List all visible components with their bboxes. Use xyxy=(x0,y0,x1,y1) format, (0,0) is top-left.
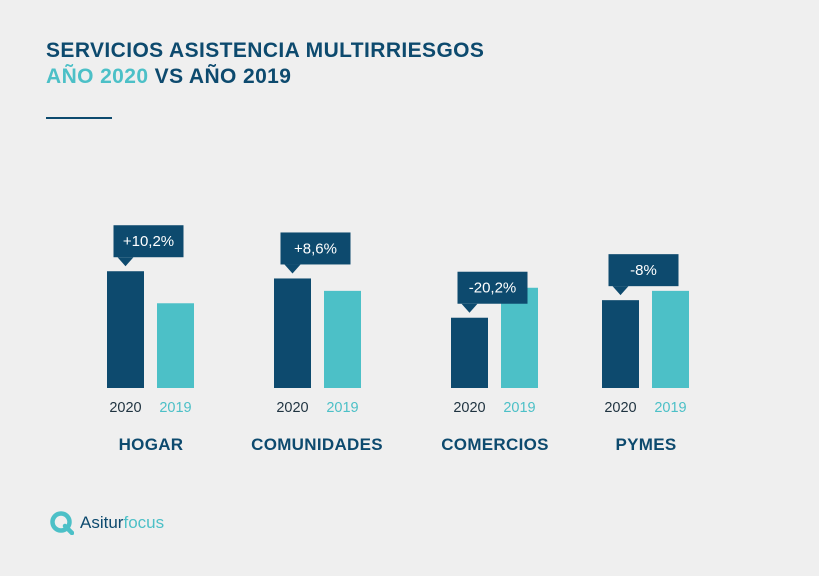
change-callout-pointer-comercios xyxy=(461,303,478,313)
change-label-comercios: -20,2% xyxy=(469,280,517,297)
title-underline xyxy=(46,117,112,119)
bar-chart: 2020 2019 +10,2% HOGAR 2020 2019 +8,6% COMUNIDA… xyxy=(107,225,689,454)
bar-2019-comunidades xyxy=(324,290,361,388)
brand-name-asitur: Asitur xyxy=(80,513,124,532)
change-label-pymes: -8% xyxy=(630,262,657,279)
bar-2020-comercios xyxy=(451,317,488,388)
change-callout-comunidades xyxy=(280,232,351,265)
change-callout-pointer-hogar xyxy=(117,257,134,267)
brand-logo: Asiturfocus xyxy=(50,510,164,536)
bar-label-2020-comercios: 2020 xyxy=(453,400,485,416)
change-callout-pointer-pymes xyxy=(612,286,629,296)
change-label-comunidades: +8,6% xyxy=(294,240,337,257)
change-callout-pymes xyxy=(608,254,679,287)
chart-title: SERVICIOS ASISTENCIA MULTIRRIESGOS AÑO 2… xyxy=(46,38,484,90)
change-callout-comercios xyxy=(457,271,528,304)
bar-label-2019-comercios: 2019 xyxy=(503,400,535,416)
category-label-hogar: HOGAR xyxy=(119,435,184,454)
bar-label-2020-hogar: 2020 xyxy=(109,400,141,416)
bar-2019-comercios xyxy=(501,287,538,388)
bar-2020-pymes xyxy=(602,300,639,388)
bar-2020-hogar xyxy=(107,271,144,388)
category-label-comunidades: COMUNIDADES xyxy=(251,435,383,454)
bar-2019-pymes xyxy=(652,290,689,388)
asitur-logo-icon xyxy=(50,511,74,535)
title-line-1: SERVICIOS ASISTENCIA MULTIRRIESGOS xyxy=(46,39,485,62)
bar-label-2019-pymes: 2019 xyxy=(654,400,686,416)
change-label-hogar: +10,2% xyxy=(123,233,174,250)
change-callout-pointer-comunidades xyxy=(284,264,301,274)
title-line-2: AÑO 2020 VS AÑO 2019 xyxy=(46,64,484,90)
bar-2019-hogar xyxy=(157,303,194,388)
bar-label-2020-comunidades: 2020 xyxy=(276,400,308,416)
bar-label-2019-hogar: 2019 xyxy=(159,400,191,416)
bar-label-2020-pymes: 2020 xyxy=(604,400,636,416)
brand-name-focus: focus xyxy=(123,513,165,532)
bar-label-2019-comunidades: 2019 xyxy=(326,400,358,416)
bar-2020-comunidades xyxy=(274,278,311,388)
change-callout-hogar xyxy=(113,225,184,258)
category-label-comercios: COMERCIOS xyxy=(441,435,549,454)
brand-name: Asiturfocus xyxy=(80,513,164,533)
title-year-2020: AÑO 2020 xyxy=(46,65,149,88)
category-label-pymes: PYMES xyxy=(615,435,676,454)
title-vs-2019: VS AÑO 2019 xyxy=(148,65,292,88)
